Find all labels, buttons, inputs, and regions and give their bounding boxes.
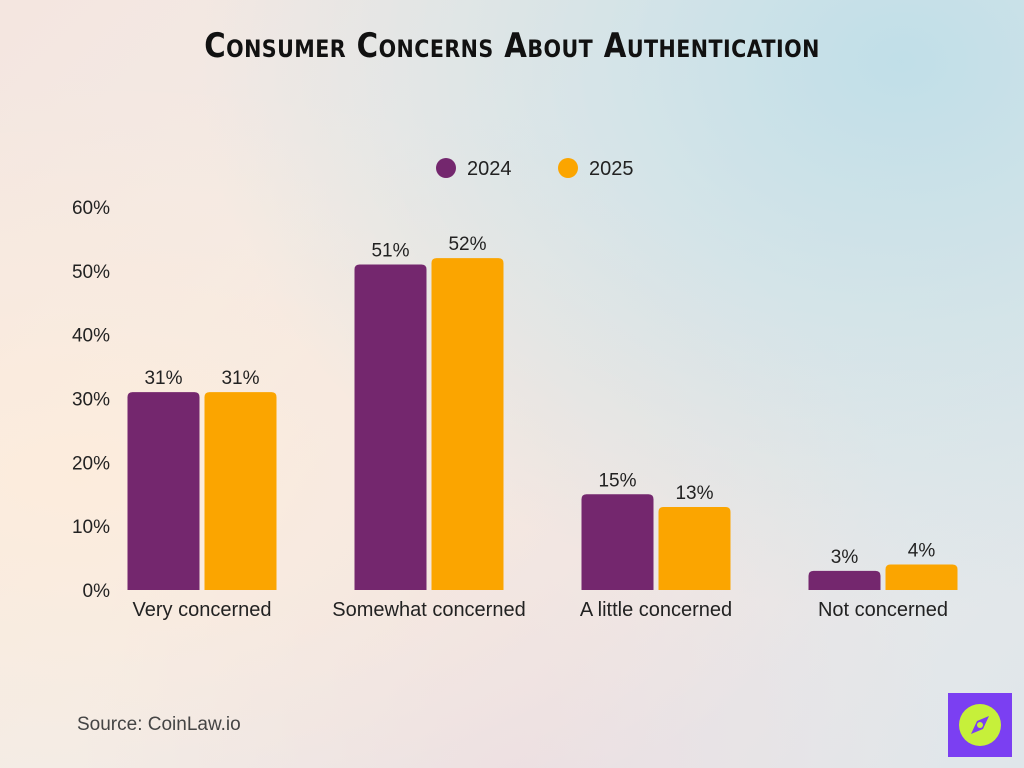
category-label: Not concerned (818, 599, 948, 621)
data-label: 3% (831, 547, 859, 568)
y-tick-label: 20% (72, 453, 110, 474)
legend-marker (436, 158, 456, 178)
data-label: 4% (908, 540, 936, 561)
y-tick-label: 0% (83, 581, 111, 602)
data-label: 31% (144, 368, 182, 389)
category-label: A little concerned (580, 599, 732, 621)
compass-icon (959, 704, 1001, 746)
bar (431, 258, 504, 590)
y-tick-label: 40% (72, 326, 110, 347)
legend-marker (558, 158, 578, 178)
bar (581, 494, 654, 590)
data-label: 31% (221, 368, 259, 389)
bar (127, 392, 200, 590)
bar (354, 264, 427, 590)
data-label: 15% (598, 470, 636, 491)
y-tick-label: 10% (72, 517, 110, 538)
y-tick-label: 30% (72, 390, 110, 411)
data-label: 52% (448, 234, 486, 255)
category-label: Very concerned (133, 599, 272, 621)
bar (808, 570, 881, 590)
y-tick-label: 60% (72, 198, 110, 219)
legend-label: 2024 (467, 158, 512, 180)
data-label: 13% (675, 483, 713, 504)
legend-label: 2025 (589, 158, 634, 180)
bar (658, 507, 731, 590)
chart-title: Consumer Concerns About Authentication (204, 26, 820, 66)
y-tick-label: 50% (72, 262, 110, 283)
bar (885, 564, 958, 590)
data-label: 51% (371, 240, 409, 261)
source-note: Source: CoinLaw.io (77, 714, 241, 735)
bar (204, 392, 277, 590)
category-label: Somewhat concerned (332, 599, 525, 621)
compass-logo (948, 693, 1012, 757)
